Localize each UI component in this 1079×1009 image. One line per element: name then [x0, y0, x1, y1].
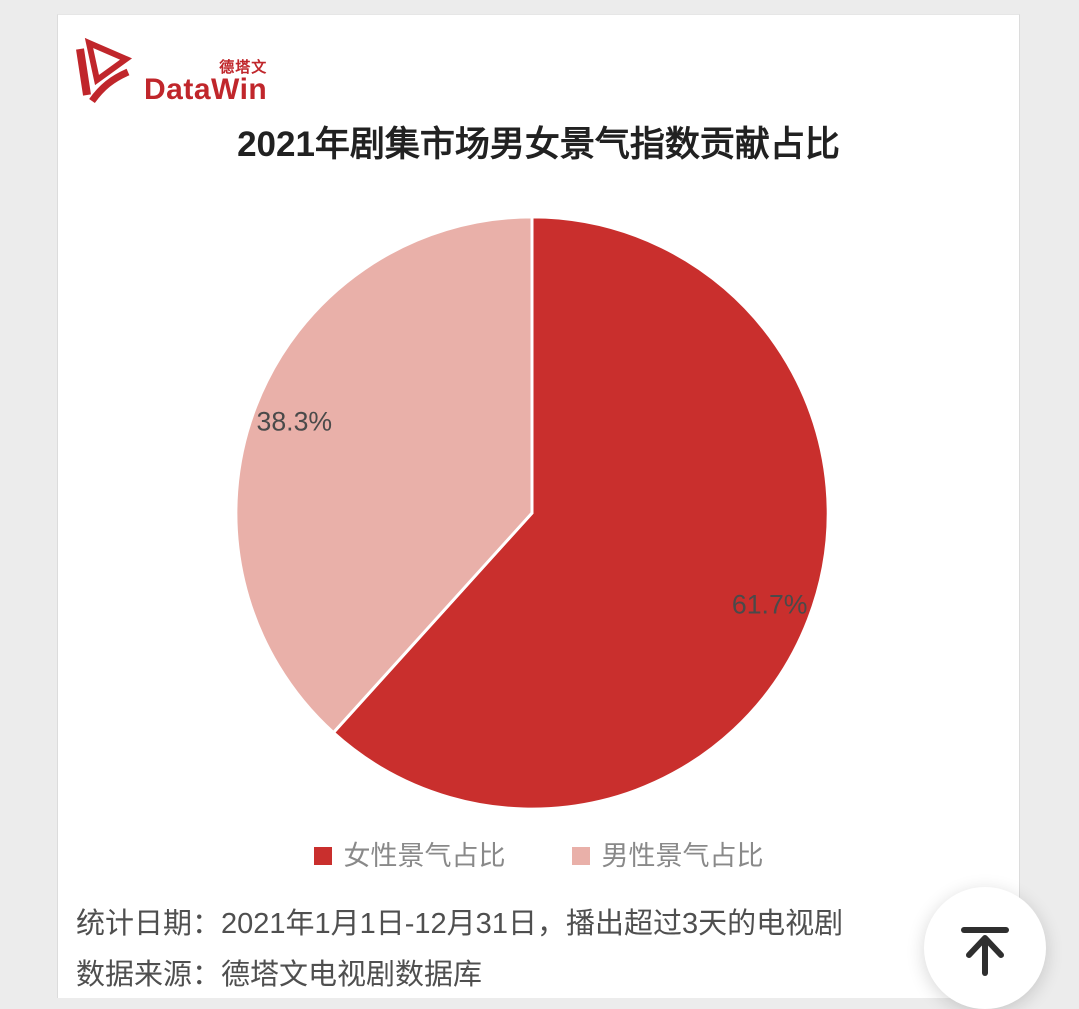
chart-title: 2021年剧集市场男女景气指数贡献占比	[237, 125, 840, 164]
datawin-logo: 德塔文 DataWin	[72, 33, 267, 105]
back-to-top-button[interactable]	[924, 887, 1046, 1009]
pie-slice	[331, 215, 830, 811]
chart-footnotes: 统计日期：2021年1月1日-12月31日，播出超过3天的电视剧 数据来源：德塔…	[76, 899, 956, 1001]
legend-swatch	[571, 847, 590, 865]
logo-chinese-text: 德塔文	[219, 59, 268, 76]
legend-item: 女性景气占比	[313, 841, 506, 871]
legend-swatch	[313, 847, 332, 865]
pie-slice-label: 38.3%	[257, 406, 333, 436]
legend-label: 女性景气占比	[343, 841, 506, 871]
logo-text: 德塔文 DataWin	[144, 50, 267, 105]
content-card: 德塔文 DataWin 2021年剧集市场男女景气指数贡献占比 61.7% 38.…	[57, 14, 1020, 998]
pie-slice	[234, 215, 534, 735]
arrow-up-to-line-icon	[961, 927, 1009, 976]
legend-item: 男性景气占比	[571, 841, 764, 871]
stat-date-note: 统计日期：2021年1月1日-12月31日，播出超过3天的电视剧	[76, 908, 844, 940]
pie-chart: 61.7% 38.3%	[226, 207, 838, 819]
data-source-note: 数据来源：德塔文电视剧数据库	[76, 959, 483, 991]
chart-legend: 女性景气占比 男性景气占比	[58, 841, 1019, 871]
logo-brand-text: DataWin	[144, 73, 268, 106]
legend-label: 男性景气占比	[601, 841, 764, 871]
pie-slice-label: 61.7%	[732, 589, 808, 619]
datawin-logo-mark-icon	[76, 37, 133, 104]
